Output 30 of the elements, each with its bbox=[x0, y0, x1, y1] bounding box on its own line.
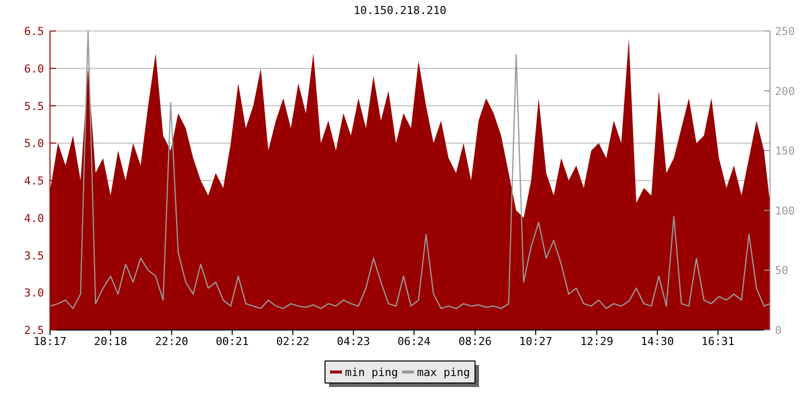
x-tick-label: 00:21 bbox=[216, 335, 249, 348]
x-tick-label: 14:30 bbox=[640, 335, 674, 348]
legend-label: max ping bbox=[417, 366, 470, 379]
x-tick-label: 10:27 bbox=[519, 335, 552, 348]
chart-title: 10.150.218.210 bbox=[354, 4, 446, 17]
y-tick-label: 4.5 bbox=[24, 174, 44, 188]
x-tick-label: 04:23 bbox=[336, 335, 370, 348]
y2-tick-label: 200 bbox=[775, 84, 795, 98]
y-tick-label: 5.0 bbox=[24, 137, 44, 150]
x-tick-label: 06:24 bbox=[397, 335, 431, 348]
y-tick-label: 6.5 bbox=[24, 25, 44, 38]
y-tick-label: 4.0 bbox=[24, 212, 44, 225]
y-tick-label: 6.0 bbox=[24, 62, 44, 76]
x-tick-label: 20:18 bbox=[94, 335, 128, 348]
x-tick-label: 02:22 bbox=[276, 335, 310, 348]
y2-tick-label: 250 bbox=[775, 25, 795, 38]
y2-tick-label: 0 bbox=[775, 324, 782, 337]
x-tick-label: 12:29 bbox=[580, 335, 614, 348]
x-tick-label: 22:20 bbox=[155, 335, 188, 348]
x-tick-label: 18:17 bbox=[33, 335, 67, 348]
x-tick-label: 08:26 bbox=[458, 335, 492, 348]
y2-tick-label: 100 bbox=[775, 204, 795, 218]
y2-tick-label: 50 bbox=[775, 264, 788, 278]
y2-tick-label: 150 bbox=[775, 144, 795, 158]
y-tick-label: 5.5 bbox=[24, 100, 44, 113]
y-tick-label: 2.5 bbox=[24, 324, 44, 337]
y-tick-label: 3.5 bbox=[24, 249, 44, 262]
legend-label: min ping bbox=[345, 366, 398, 379]
y-tick-label: 3.0 bbox=[24, 286, 44, 300]
x-tick-label: 16:31 bbox=[701, 335, 734, 348]
